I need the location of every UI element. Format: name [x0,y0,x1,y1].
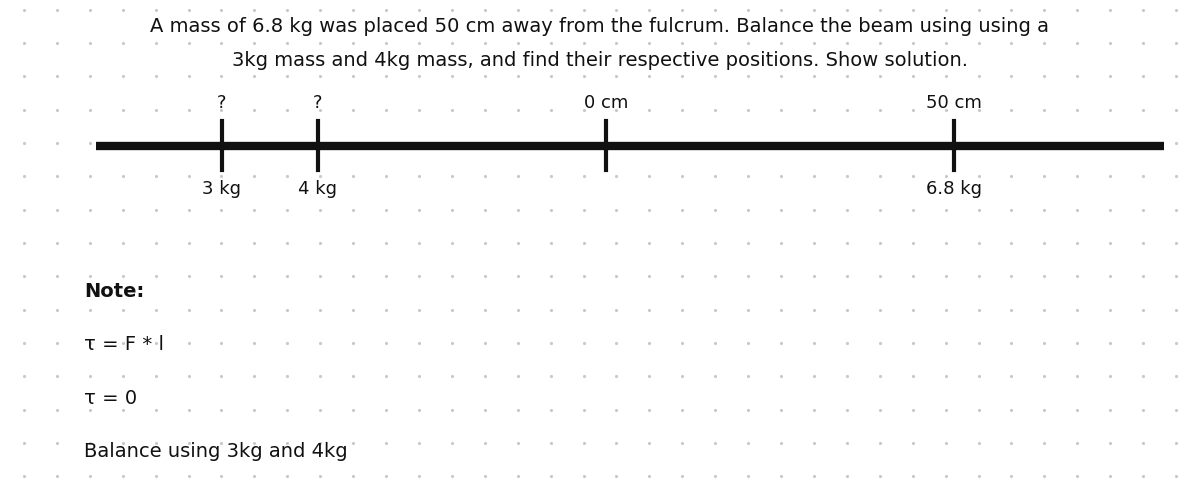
Text: 3kg mass and 4kg mass, and find their respective positions. Show solution.: 3kg mass and 4kg mass, and find their re… [232,51,968,70]
Text: 50 cm: 50 cm [926,94,982,112]
Text: ?: ? [313,94,323,112]
Text: 0 cm: 0 cm [584,94,628,112]
Text: A mass of 6.8 kg was placed 50 cm away from the fulcrum. Balance the beam using : A mass of 6.8 kg was placed 50 cm away f… [150,17,1050,36]
Text: Note:: Note: [84,282,144,301]
Text: τ = F * l: τ = F * l [84,335,164,354]
Text: Balance using 3kg and 4kg: Balance using 3kg and 4kg [84,442,348,461]
Text: ?: ? [217,94,227,112]
Text: 6.8 kg: 6.8 kg [926,180,982,198]
Text: τ = 0: τ = 0 [84,389,137,408]
Text: 4 kg: 4 kg [299,180,337,198]
Text: 3 kg: 3 kg [203,180,241,198]
